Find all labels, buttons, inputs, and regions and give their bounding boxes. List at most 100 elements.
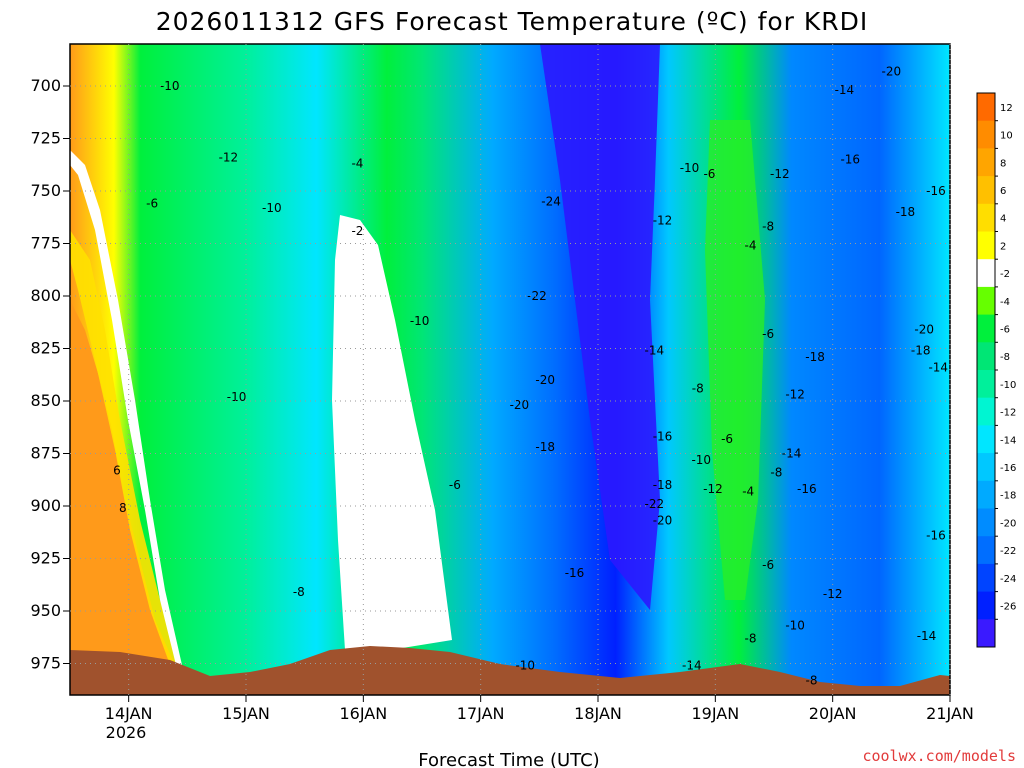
grid [70,44,951,695]
colorbar-segment [977,453,995,482]
colorbar-label: -16 [1000,463,1016,474]
contour-label: -12 [785,388,805,402]
x-tick-label: 20JAN [809,704,857,723]
contour-label: -20 [914,323,934,337]
contour-label: 6 [113,463,121,477]
contour-label: -16 [653,430,673,444]
x-tick-label: 16JAN [339,704,387,723]
colorbar-label: -6 [1000,324,1010,335]
contour-label: -8 [692,381,704,395]
contour-label: -10 [680,161,700,175]
y-tick-label: 950 [30,601,61,620]
y-tick-label: 875 [30,444,61,463]
chart-title: 2026011312 GFS Forecast Temperature (ºC)… [156,7,869,36]
contour-label: -14 [645,344,665,358]
colorbar-segment [977,314,995,343]
colorbar-label: 8 [1000,158,1006,169]
contour-label: -6 [703,167,715,181]
contour-label: -18 [535,440,555,454]
contour-label: -10 [160,79,180,93]
contour-label: -12 [219,150,239,164]
contour-label: -2 [351,224,363,238]
contour-label: -20 [535,373,555,387]
contour-label: -10 [262,201,282,215]
contour-label: -22 [527,289,547,303]
contour-label: -6 [449,478,461,492]
contour-label: -18 [805,350,825,364]
colorbar-segment [977,370,995,399]
terrain [70,646,950,695]
colorbar-label: -2 [1000,269,1010,280]
y-tick-label: 700 [30,76,61,95]
x-tick-label: 19JAN [691,704,739,723]
contour-label: -20 [510,398,530,412]
colorbar-segment [977,148,995,177]
contour-label: -10 [515,659,535,673]
colorbar-segment [977,231,995,260]
colorbar-label: -26 [1000,601,1016,612]
contour-label: -10 [410,314,430,328]
colorbar-segment [977,93,995,122]
colorbar-segment [977,397,995,426]
colorbar-segment [977,120,995,149]
colorbar-label: -24 [1000,574,1016,585]
cold-core-18jan [540,44,660,610]
contour-label: -4 [745,239,757,253]
colorbar-label: -12 [1000,408,1016,419]
plot-area: -10-12-10-6-4-2-10-10-8-668-24-22-20-20-… [70,44,950,695]
y-tick-label: 800 [30,286,61,305]
colorbar-label: 12 [1000,103,1013,114]
colorbar-label: -20 [1000,518,1016,529]
colorbar-segment [977,563,995,593]
contour-label: -14 [682,659,702,673]
x-axis: 2026 14JAN 15JAN 16JAN 17JAN 18JAN 19JAN 20JAN… [105,695,974,742]
colorbar-segment [977,591,995,620]
contour-label: -8 [770,465,782,479]
x-tick-label: 18JAN [574,704,622,723]
colorbar-segment [977,342,995,371]
colorbar-segment [977,536,995,565]
contour-label: -18 [896,205,916,219]
contour-label: -18 [911,344,931,358]
contour-label: -14 [917,629,937,643]
colorbar-segment [977,508,995,537]
contour-label: -16 [840,153,860,167]
contour-label: -20 [882,64,902,78]
x-tick-label: 14JAN [105,704,153,723]
contour-label: -24 [541,195,561,209]
colorbar-label: 6 [1000,186,1006,197]
x-tick-label: 15JAN [222,704,270,723]
contour-label: -22 [645,497,665,511]
y-tick-label: 750 [30,181,61,200]
contour-label: -16 [797,482,817,496]
colorbar-label: -8 [1000,352,1010,363]
colorbar-label: -14 [1000,435,1016,446]
y-tick-label: 900 [30,496,61,515]
contour-label: -14 [782,447,802,461]
colorbar-label: 4 [1000,214,1006,225]
colorbar-label: -10 [1000,380,1016,391]
contour-label: -4 [351,157,363,171]
contour-label: -14 [928,360,948,374]
x-tick-label: 17JAN [457,704,505,723]
mild-band-19jan [705,120,765,600]
warm-region [70,300,175,665]
colorbar-label: 10 [1000,131,1013,142]
x-tick-label: 21JAN [926,704,974,723]
y-tick-label: 925 [30,549,61,568]
contour-label: -18 [653,478,673,492]
contour-label: -8 [806,673,818,687]
contour-label: -6 [721,432,733,446]
colorbar-label: -22 [1000,546,1016,557]
x-tick-year: 2026 [106,723,147,742]
contour-label: -12 [770,167,790,181]
contour-label: -16 [565,566,585,580]
colorbar-segment [977,286,995,316]
colorbar: 12 10 8 6 4 2 -2 -4 -6 -8 -10 -12 -14 -16 -18 -20 -22 -24… [976,92,1016,648]
contour-label: -8 [745,631,757,645]
contour-label: -14 [835,83,855,97]
y-tick-label: 775 [30,234,61,253]
colorbar-segment [977,176,995,205]
contour-label: -6 [762,327,774,341]
